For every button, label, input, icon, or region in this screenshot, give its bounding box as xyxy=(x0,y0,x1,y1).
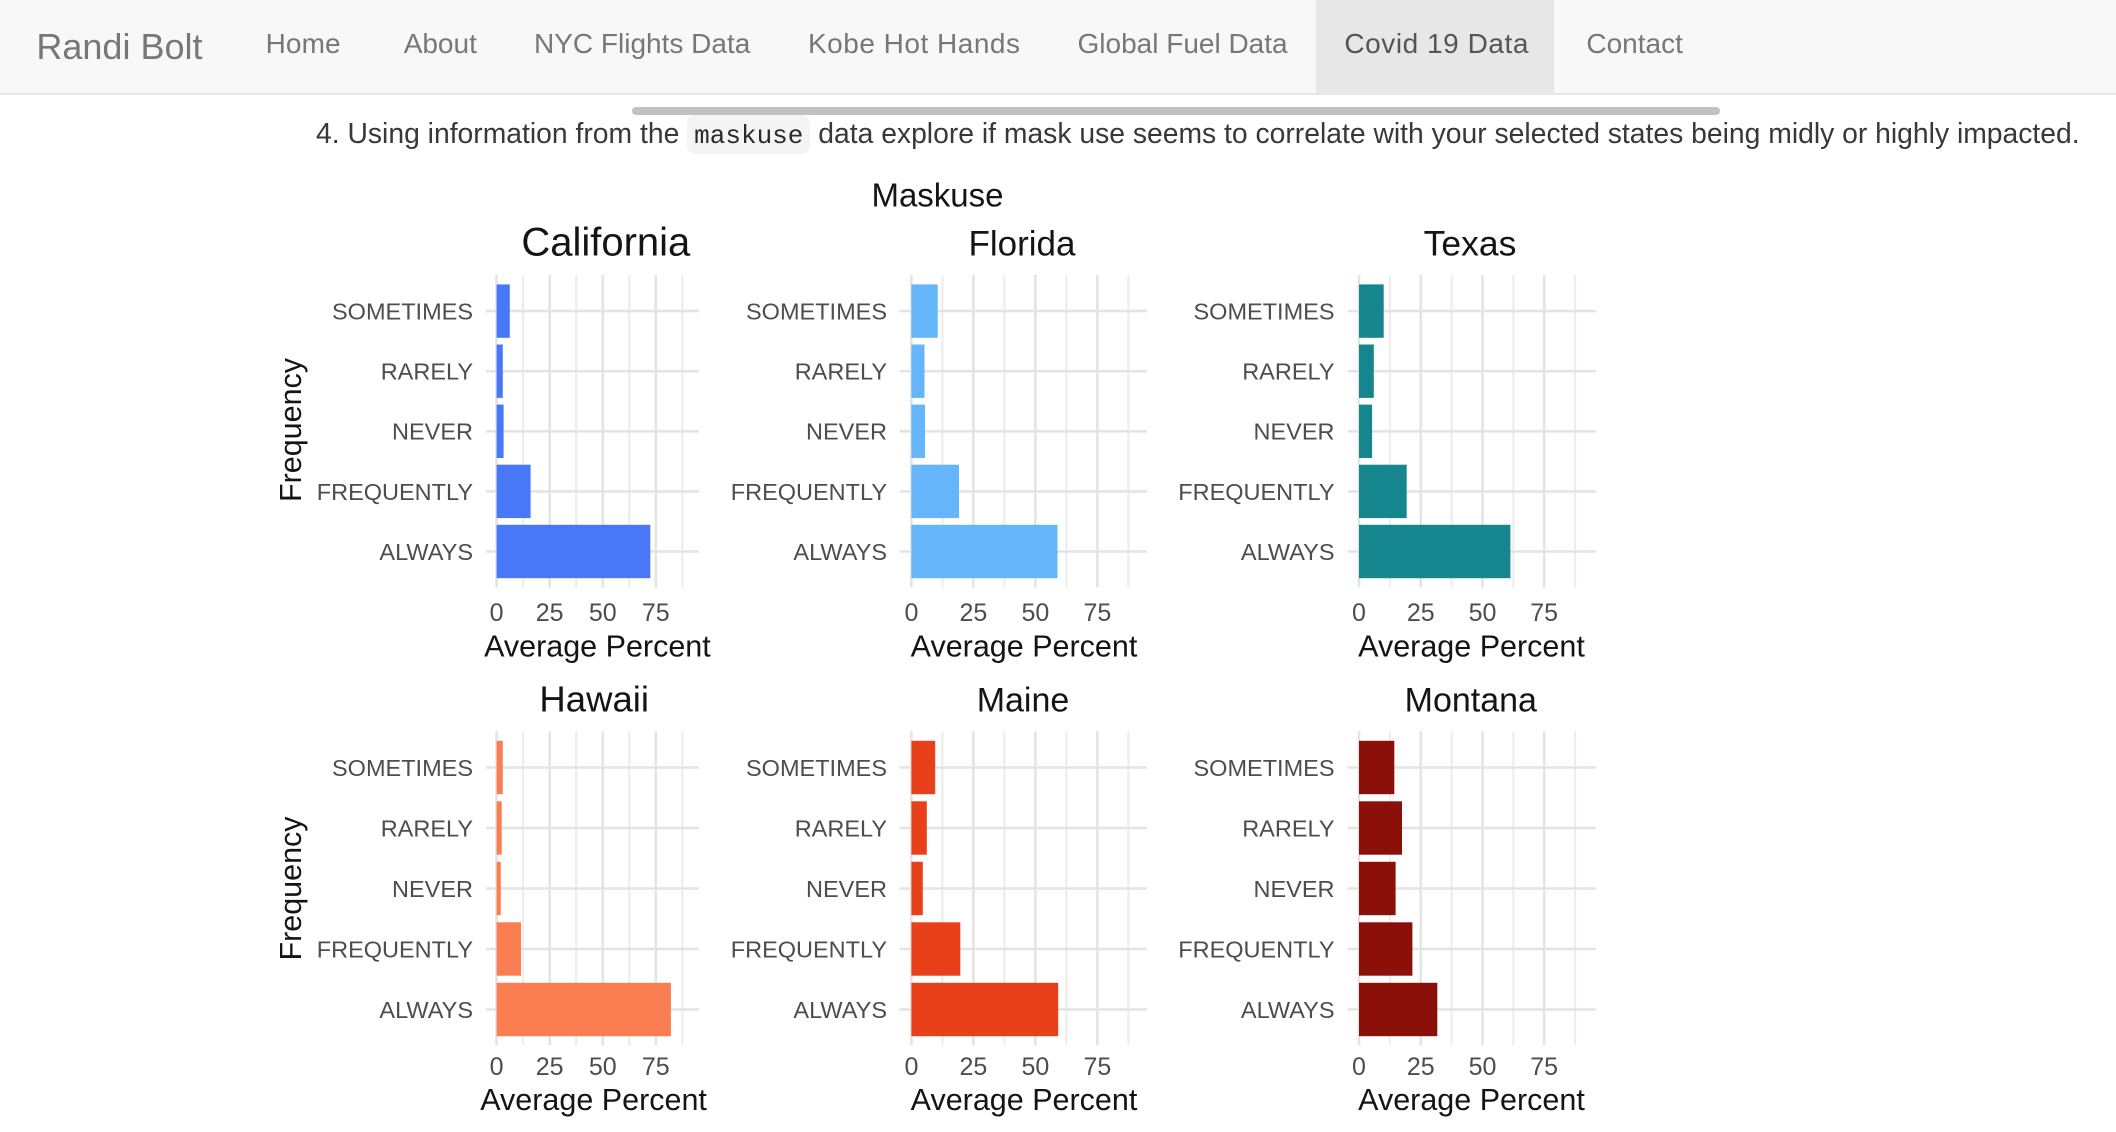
svg-text:NEVER: NEVER xyxy=(392,419,473,445)
svg-text:RARELY: RARELY xyxy=(1242,359,1335,385)
svg-text:ALWAYS: ALWAYS xyxy=(793,539,887,565)
svg-text:NEVER: NEVER xyxy=(1254,419,1335,445)
svg-text:SOMETIMES: SOMETIMES xyxy=(746,299,887,325)
svg-text:ALWAYS: ALWAYS xyxy=(1241,997,1335,1023)
svg-text:50: 50 xyxy=(1021,599,1049,627)
svg-text:0: 0 xyxy=(1352,1053,1366,1081)
svg-text:50: 50 xyxy=(1469,599,1497,627)
svg-text:FREQUENTLY: FREQUENTLY xyxy=(1178,479,1335,505)
svg-text:Average Percent: Average Percent xyxy=(480,1083,707,1117)
svg-text:0: 0 xyxy=(904,599,918,627)
svg-text:25: 25 xyxy=(959,1053,987,1081)
svg-text:FREQUENTLY: FREQUENTLY xyxy=(317,479,474,505)
svg-text:Texas: Texas xyxy=(1424,224,1517,264)
svg-text:SOMETIMES: SOMETIMES xyxy=(746,755,887,781)
svg-text:ALWAYS: ALWAYS xyxy=(379,539,473,565)
svg-text:SOMETIMES: SOMETIMES xyxy=(332,299,473,325)
svg-text:NEVER: NEVER xyxy=(392,876,473,902)
svg-text:ALWAYS: ALWAYS xyxy=(793,997,887,1023)
svg-text:25: 25 xyxy=(536,599,564,627)
svg-text:Frequency: Frequency xyxy=(274,357,308,502)
svg-text:50: 50 xyxy=(589,599,617,627)
svg-text:50: 50 xyxy=(589,1053,617,1081)
svg-text:NEVER: NEVER xyxy=(806,876,887,902)
svg-text:Average Percent: Average Percent xyxy=(1358,630,1585,664)
svg-text:ALWAYS: ALWAYS xyxy=(379,997,473,1023)
svg-text:Florida: Florida xyxy=(969,225,1077,264)
svg-text:FREQUENTLY: FREQUENTLY xyxy=(731,936,888,962)
svg-text:75: 75 xyxy=(1530,599,1558,627)
svg-text:Average Percent: Average Percent xyxy=(484,630,711,664)
svg-text:25: 25 xyxy=(536,1053,564,1081)
svg-text:RARELY: RARELY xyxy=(795,815,888,841)
svg-text:75: 75 xyxy=(1083,1053,1111,1081)
svg-text:25: 25 xyxy=(1407,599,1435,627)
svg-text:SOMETIMES: SOMETIMES xyxy=(1193,299,1334,325)
svg-text:0: 0 xyxy=(904,1053,918,1081)
svg-text:NEVER: NEVER xyxy=(1254,876,1335,902)
svg-text:RARELY: RARELY xyxy=(1242,815,1335,841)
svg-text:NEVER: NEVER xyxy=(806,419,887,445)
svg-text:75: 75 xyxy=(642,1053,670,1081)
svg-text:75: 75 xyxy=(642,599,670,627)
svg-text:California: California xyxy=(521,221,691,265)
svg-text:0: 0 xyxy=(490,1053,504,1081)
svg-text:SOMETIMES: SOMETIMES xyxy=(1193,755,1334,781)
svg-text:FREQUENTLY: FREQUENTLY xyxy=(731,479,888,505)
svg-text:RARELY: RARELY xyxy=(795,359,888,385)
svg-text:Montana: Montana xyxy=(1405,682,1537,720)
svg-text:Frequency: Frequency xyxy=(274,816,308,961)
svg-text:0: 0 xyxy=(1352,599,1366,627)
svg-text:0: 0 xyxy=(490,599,504,627)
svg-text:Hawaii: Hawaii xyxy=(539,679,649,720)
svg-text:RARELY: RARELY xyxy=(381,359,474,385)
svg-text:75: 75 xyxy=(1530,1053,1558,1081)
svg-text:SOMETIMES: SOMETIMES xyxy=(332,755,473,781)
svg-text:50: 50 xyxy=(1469,1053,1497,1081)
svg-text:25: 25 xyxy=(1407,1053,1435,1081)
svg-text:FREQUENTLY: FREQUENTLY xyxy=(317,936,474,962)
svg-text:RARELY: RARELY xyxy=(381,815,474,841)
svg-text:75: 75 xyxy=(1083,599,1111,627)
svg-text:Maine: Maine xyxy=(977,682,1070,720)
svg-text:25: 25 xyxy=(959,599,987,627)
svg-text:Average Percent: Average Percent xyxy=(911,630,1138,664)
svg-text:ALWAYS: ALWAYS xyxy=(1241,539,1335,565)
svg-text:50: 50 xyxy=(1021,1053,1049,1081)
svg-text:Average Percent: Average Percent xyxy=(1358,1083,1585,1117)
svg-text:FREQUENTLY: FREQUENTLY xyxy=(1178,936,1335,962)
svg-text:Maskuse: Maskuse xyxy=(871,177,1003,214)
svg-text:Average Percent: Average Percent xyxy=(911,1083,1138,1117)
